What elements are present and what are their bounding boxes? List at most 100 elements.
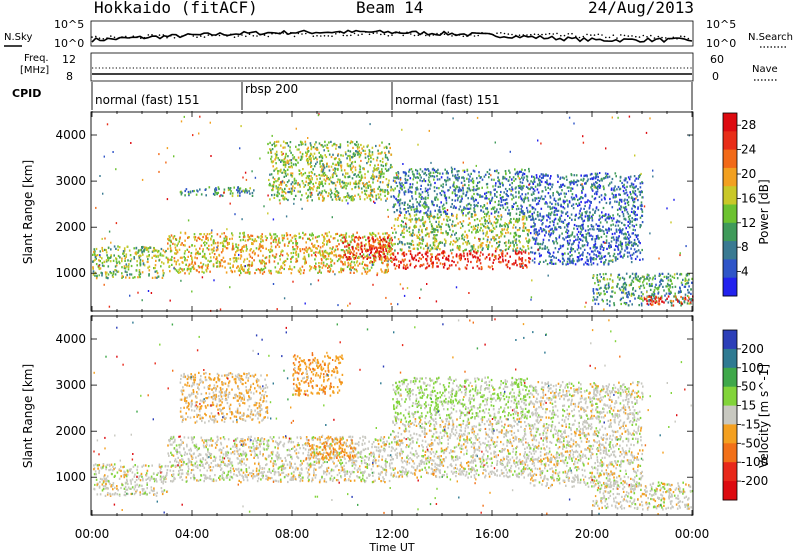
data-cell [344, 245, 346, 248]
data-cell [368, 244, 371, 247]
data-cell [573, 223, 576, 227]
data-cell [417, 259, 420, 263]
data-cell [575, 202, 578, 206]
data-cell [536, 242, 538, 245]
data-cell [357, 173, 360, 177]
data-cell [321, 250, 324, 253]
data-cell [125, 263, 128, 266]
data-cell [420, 196, 423, 200]
data-cell [373, 177, 375, 180]
data-cell [596, 181, 598, 184]
data-cell [355, 180, 357, 183]
data-cell [303, 233, 306, 237]
data-cell [371, 262, 374, 265]
data-cell [455, 231, 457, 235]
data-cell [178, 240, 181, 243]
data-cell [280, 194, 283, 197]
data-cell [320, 271, 322, 274]
data-cell [182, 244, 185, 247]
data-cell [547, 214, 550, 217]
nsearch-point [488, 32, 491, 35]
data-cell [416, 205, 418, 208]
data-cell [124, 257, 126, 260]
data-cell [278, 188, 280, 191]
data-cell [197, 252, 200, 256]
data-cell [459, 258, 462, 262]
data-cell [380, 173, 383, 176]
data-cell [421, 228, 423, 231]
data-cell [528, 260, 530, 263]
data-cell [92, 266, 94, 269]
data-cell [470, 225, 473, 229]
data-cell [321, 182, 324, 185]
data-cell [602, 230, 605, 233]
data-cell [342, 182, 345, 185]
data-cell [349, 164, 352, 167]
data-cell [246, 189, 248, 192]
data-cell [515, 248, 517, 251]
data-cell [472, 266, 474, 269]
data-cell [611, 219, 614, 222]
data-cell [380, 268, 382, 271]
data-cell [421, 231, 423, 234]
data-cell [528, 229, 530, 232]
data-cell [586, 180, 589, 183]
data-cell [320, 254, 322, 257]
data-cell [562, 200, 565, 203]
data-cell [111, 274, 114, 277]
data-cell [193, 189, 195, 193]
data-cell [433, 175, 436, 178]
data-cell [231, 247, 234, 250]
data-cell [551, 207, 553, 210]
data-cell [181, 191, 183, 194]
data-cell [399, 202, 401, 205]
data-cell [161, 276, 164, 279]
data-cell [365, 272, 368, 275]
data-cell [388, 239, 391, 242]
data-cell [550, 255, 552, 259]
data-cell [227, 186, 230, 190]
data-cell [500, 204, 502, 207]
data-cell [335, 147, 337, 150]
data-cell [339, 254, 342, 257]
nsearch-point [267, 35, 270, 38]
data-cell [217, 186, 220, 189]
data-cell [545, 214, 548, 217]
data-cell [93, 250, 95, 253]
data-cell [349, 154, 351, 157]
data-cell [523, 176, 525, 179]
data-cell [139, 258, 142, 262]
data-cell [316, 186, 319, 190]
data-cell [549, 201, 551, 204]
data-cell [454, 233, 456, 236]
data-cell [360, 255, 362, 258]
data-cell [247, 268, 249, 272]
data-cell [384, 156, 387, 159]
data-cell [445, 239, 447, 242]
data-cell [547, 183, 550, 186]
data-cell [345, 255, 348, 259]
data-cell [215, 249, 218, 252]
data-cell [205, 235, 207, 238]
data-cell [288, 191, 291, 194]
data-cell [412, 173, 414, 176]
data-cell [116, 270, 119, 273]
data-cell [610, 187, 613, 190]
data-cell [92, 273, 95, 276]
data-cell [362, 266, 365, 269]
data-cell [432, 215, 434, 219]
data-cell [383, 236, 386, 239]
data-cell [318, 269, 321, 272]
data-cell [561, 252, 564, 255]
data-cell [338, 164, 340, 167]
data-cell [333, 172, 335, 175]
data-cell [619, 176, 622, 179]
data-cell [183, 255, 185, 259]
data-cell [121, 257, 123, 260]
data-cell [392, 205, 395, 209]
data-cell [260, 260, 262, 263]
data-cell [308, 246, 311, 249]
data-cell [268, 271, 271, 274]
data-cell [583, 207, 585, 210]
data-cell [309, 195, 312, 198]
